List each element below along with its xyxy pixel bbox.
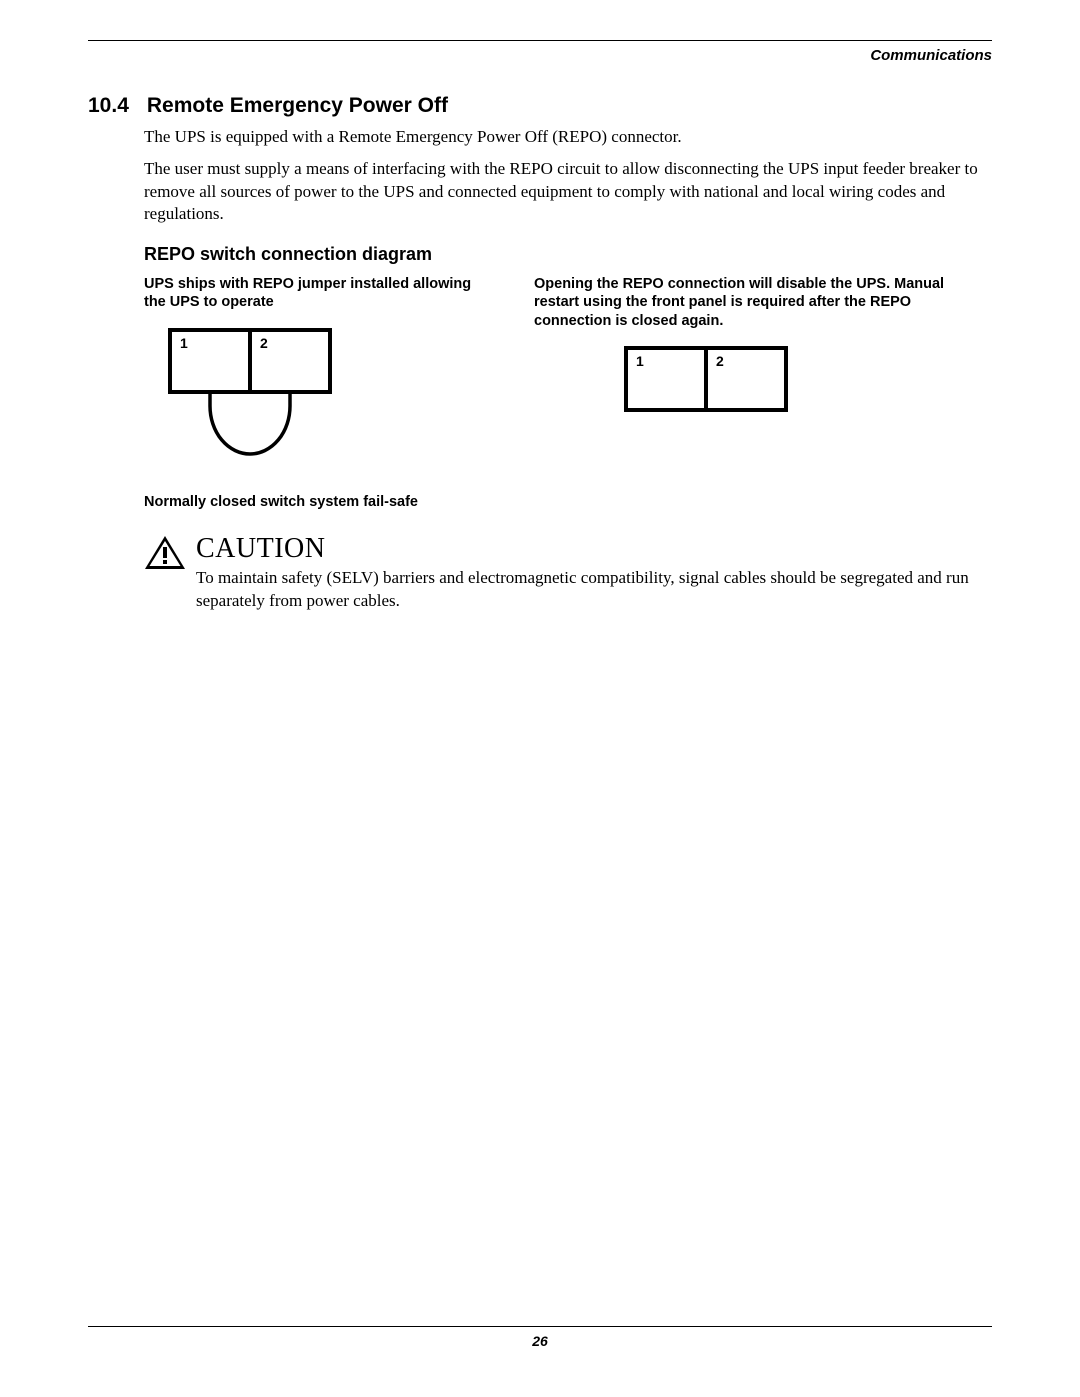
subsection-heading: REPO switch connection diagram xyxy=(144,244,992,265)
footer-rule xyxy=(88,1326,992,1327)
section-heading: 10.4 Remote Emergency Power Off xyxy=(88,94,992,118)
caution-body: To maintain safety (SELV) barriers and e… xyxy=(196,567,992,612)
diagram-left-caption: Normally closed switch system fail-safe xyxy=(144,493,474,512)
section-para-1: The UPS is equipped with a Remote Emerge… xyxy=(144,126,992,148)
terminal-1-label: 1 xyxy=(180,335,188,351)
terminal-1-label-right: 1 xyxy=(636,353,644,369)
caution-title: CAUTION xyxy=(196,533,992,565)
diagram-right-column: Opening the REPO connection will disable… xyxy=(534,275,992,512)
section-number: 10.4 xyxy=(88,94,129,118)
section-title: Remote Emergency Power Off xyxy=(147,94,448,117)
header-rule xyxy=(88,40,992,41)
diagram-row: UPS ships with REPO jumper installed all… xyxy=(144,275,992,512)
diagram-right-note: Opening the REPO connection will disable… xyxy=(534,275,992,331)
page-number: 26 xyxy=(88,1333,992,1349)
chapter-label: Communications xyxy=(88,47,992,64)
terminal-2-label: 2 xyxy=(260,335,268,351)
page-footer: 26 xyxy=(88,1326,992,1349)
diagram-right-svg-wrap: 1 2 xyxy=(624,346,992,431)
section-para-2: The user must supply a means of interfac… xyxy=(144,158,992,225)
terminal-2-label-right: 2 xyxy=(716,353,724,369)
diagram-left-svg-wrap: 1 2 xyxy=(168,328,474,483)
caution-block: CAUTION To maintain safety (SELV) barrie… xyxy=(144,533,992,612)
diagram-left-note: UPS ships with REPO jumper installed all… xyxy=(144,275,474,312)
warning-icon xyxy=(144,535,186,576)
repo-open-diagram: 1 2 xyxy=(624,346,804,426)
repo-jumper-diagram: 1 2 xyxy=(168,328,348,478)
diagram-left-column: UPS ships with REPO jumper installed all… xyxy=(144,275,474,512)
